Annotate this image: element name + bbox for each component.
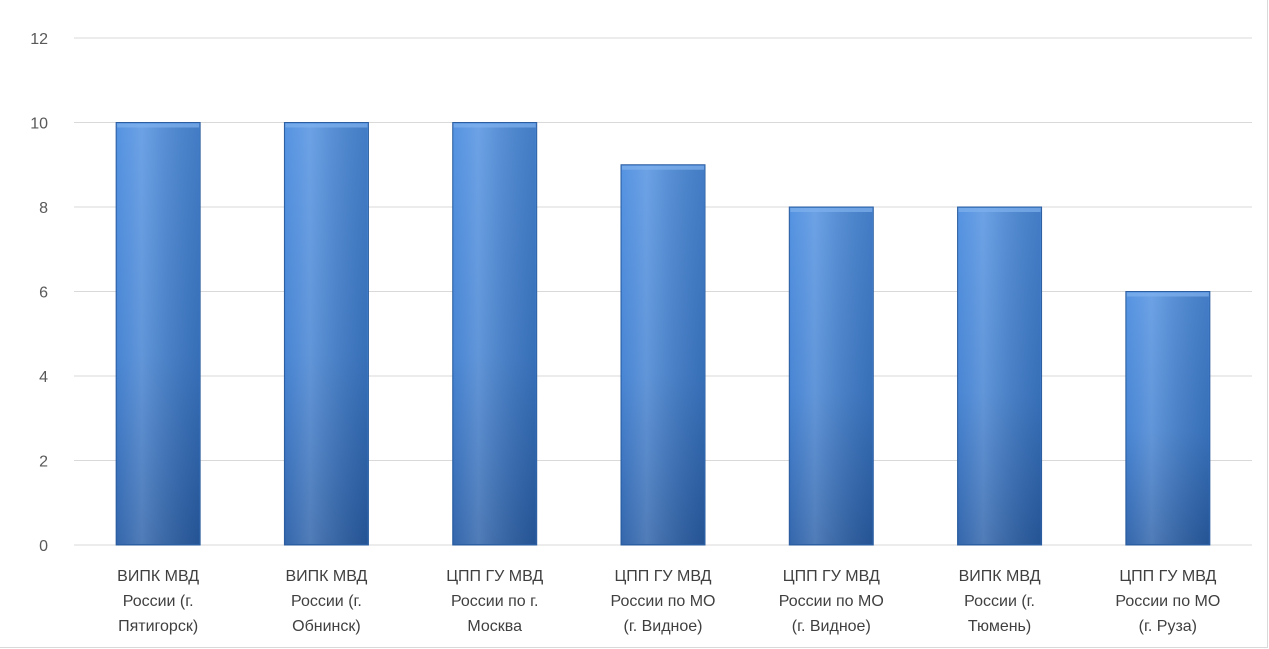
bar [452,122,538,546]
bar-sheen [285,123,368,544]
x-category-label-line: России (г. [291,593,362,610]
bar-top-highlight [790,208,873,212]
bar-sheen [790,208,873,544]
bar-top-highlight [958,208,1041,212]
x-category-label: ЦПП ГУ МВД России по г. Москва [446,568,543,635]
bar-top-highlight [117,123,200,128]
x-category-label-line: ЦПП ГУ МВД [783,568,880,585]
x-category-label-line: Обнинск) [292,618,361,635]
x-category-label-line: Москва [467,618,522,635]
x-category-label-line: ЦПП ГУ МВД [446,568,543,585]
x-category-label-line: Пятигорск) [118,618,198,635]
bar [788,206,874,546]
x-category-label-line: (г. Руза) [1139,618,1197,635]
x-category-label: ВИПК МВД России (г. Пятигорск) [117,568,199,635]
bar [957,206,1043,546]
y-tick-label: 2 [39,454,48,471]
x-category-label: ЦПП ГУ МВД России по МО (г. Видное) [779,568,884,635]
bar-top-highlight [622,165,704,170]
x-category-label-line: России по г. [451,593,539,610]
bar [1125,291,1211,546]
bar-sheen [958,208,1041,544]
y-tick-label: 6 [39,285,48,302]
y-axis-tick-labels: 0 2 4 6 8 10 12 [30,31,48,555]
x-category-label-line: ВИПК МВД [959,568,1041,585]
x-category-label: ВИПК МВД России (г. Тюмень) [959,568,1041,635]
x-category-label-line: России (г. [123,593,194,610]
y-tick-label: 0 [39,538,48,555]
bar-sheen [1126,292,1209,544]
bar [283,122,369,546]
bar-top-highlight [285,123,368,128]
x-category-label-line: России по МО [611,593,716,610]
bar-sheen [622,165,704,544]
bar [115,122,201,546]
y-tick-label: 10 [30,116,48,133]
x-category-label-line: ВИПК МВД [117,568,199,585]
x-category-label-line: России по МО [779,593,884,610]
x-category-label-line: (г. Видное) [792,618,871,635]
bar-sheen [453,123,536,544]
x-category-label-line: России (г. [964,593,1035,610]
x-category-label: ВИПК МВД России (г. Обнинск) [285,568,367,635]
x-category-label-line: ЦПП ГУ МВД [614,568,711,585]
bar [620,164,706,546]
x-category-label-line: Тюмень) [968,618,1031,635]
x-category-label: ЦПП ГУ МВД России по МО (г. Видное) [611,568,716,635]
bars [115,122,1211,546]
x-axis-category-labels: ВИПК МВД России (г. Пятигорск) ВИПК МВД Росс… [117,568,1220,635]
x-category-label-line: ЦПП ГУ МВД [1119,568,1216,585]
y-tick-label: 4 [39,369,48,386]
x-category-label-line: ВИПК МВД [285,568,367,585]
y-tick-label: 8 [39,200,48,217]
x-category-label: ЦПП ГУ МВД России по МО (г. Руза) [1115,568,1220,635]
y-tick-label: 12 [30,31,48,48]
x-category-label-line: (г. Видное) [623,618,702,635]
bar-sheen [117,123,200,544]
x-category-label-line: России по МО [1115,593,1220,610]
bar-top-highlight [453,123,536,128]
bar-top-highlight [1126,292,1209,297]
